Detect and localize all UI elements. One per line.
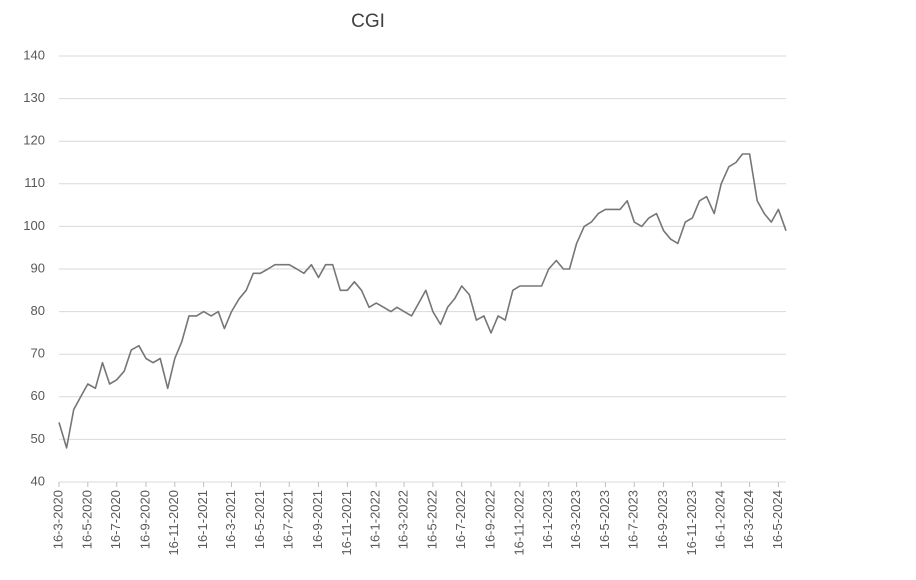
y-tick-label: 40 [31,473,45,488]
x-tick-label: 16-9-2022 [482,490,497,549]
x-tick-label: 16-5-2021 [252,490,267,549]
y-tick-label: 140 [23,47,45,62]
x-tick-label: 16-11-2021 [339,490,354,556]
x-tick-label: 16-5-2024 [770,490,785,549]
x-tick-label: 16-9-2023 [655,490,670,549]
x-tick-label: 16-3-2024 [741,490,756,549]
x-tick-label: 16-11-2023 [684,490,699,556]
x-tick-label: 16-5-2022 [424,490,439,549]
x-tick-label: 16-1-2021 [195,490,210,549]
x-tick-label: 16-1-2023 [540,490,555,549]
x-tick-label: 16-5-2023 [597,490,612,549]
x-tick-label: 16-11-2022 [511,490,526,556]
y-tick-label: 70 [31,346,45,361]
x-tick-label: 16-3-2022 [396,490,411,549]
chart-title: CGI [351,11,385,32]
y-tick-label: 60 [31,388,45,403]
x-tick-label: 16-1-2024 [713,490,728,549]
x-tick-label: 16-1-2022 [368,490,383,549]
x-tick-label: 16-11-2020 [166,490,181,556]
x-tick-label: 16-9-2021 [310,490,325,549]
x-tick-label: 16-7-2022 [453,490,468,549]
y-tick-label: 130 [23,90,45,105]
x-tick-label: 16-7-2020 [108,490,123,549]
x-tick-label: 16-3-2023 [568,490,583,549]
x-tick-label: 16-3-2020 [50,490,65,549]
y-tick-label: 80 [31,303,45,318]
y-tick-label: 90 [31,260,45,275]
x-tick-label: 16-3-2021 [223,490,238,549]
price-line [58,153,787,449]
x-tick-label: 16-5-2020 [79,490,94,549]
y-tick-label: 120 [23,133,45,148]
x-tick-label: 16-7-2021 [281,490,296,549]
y-tick-label: 50 [31,431,45,446]
x-tick-label: 16-9-2020 [137,490,152,549]
x-tick-label: 16-7-2023 [626,490,641,549]
y-tick-label: 100 [23,218,45,233]
y-tick-label: 110 [24,175,45,190]
